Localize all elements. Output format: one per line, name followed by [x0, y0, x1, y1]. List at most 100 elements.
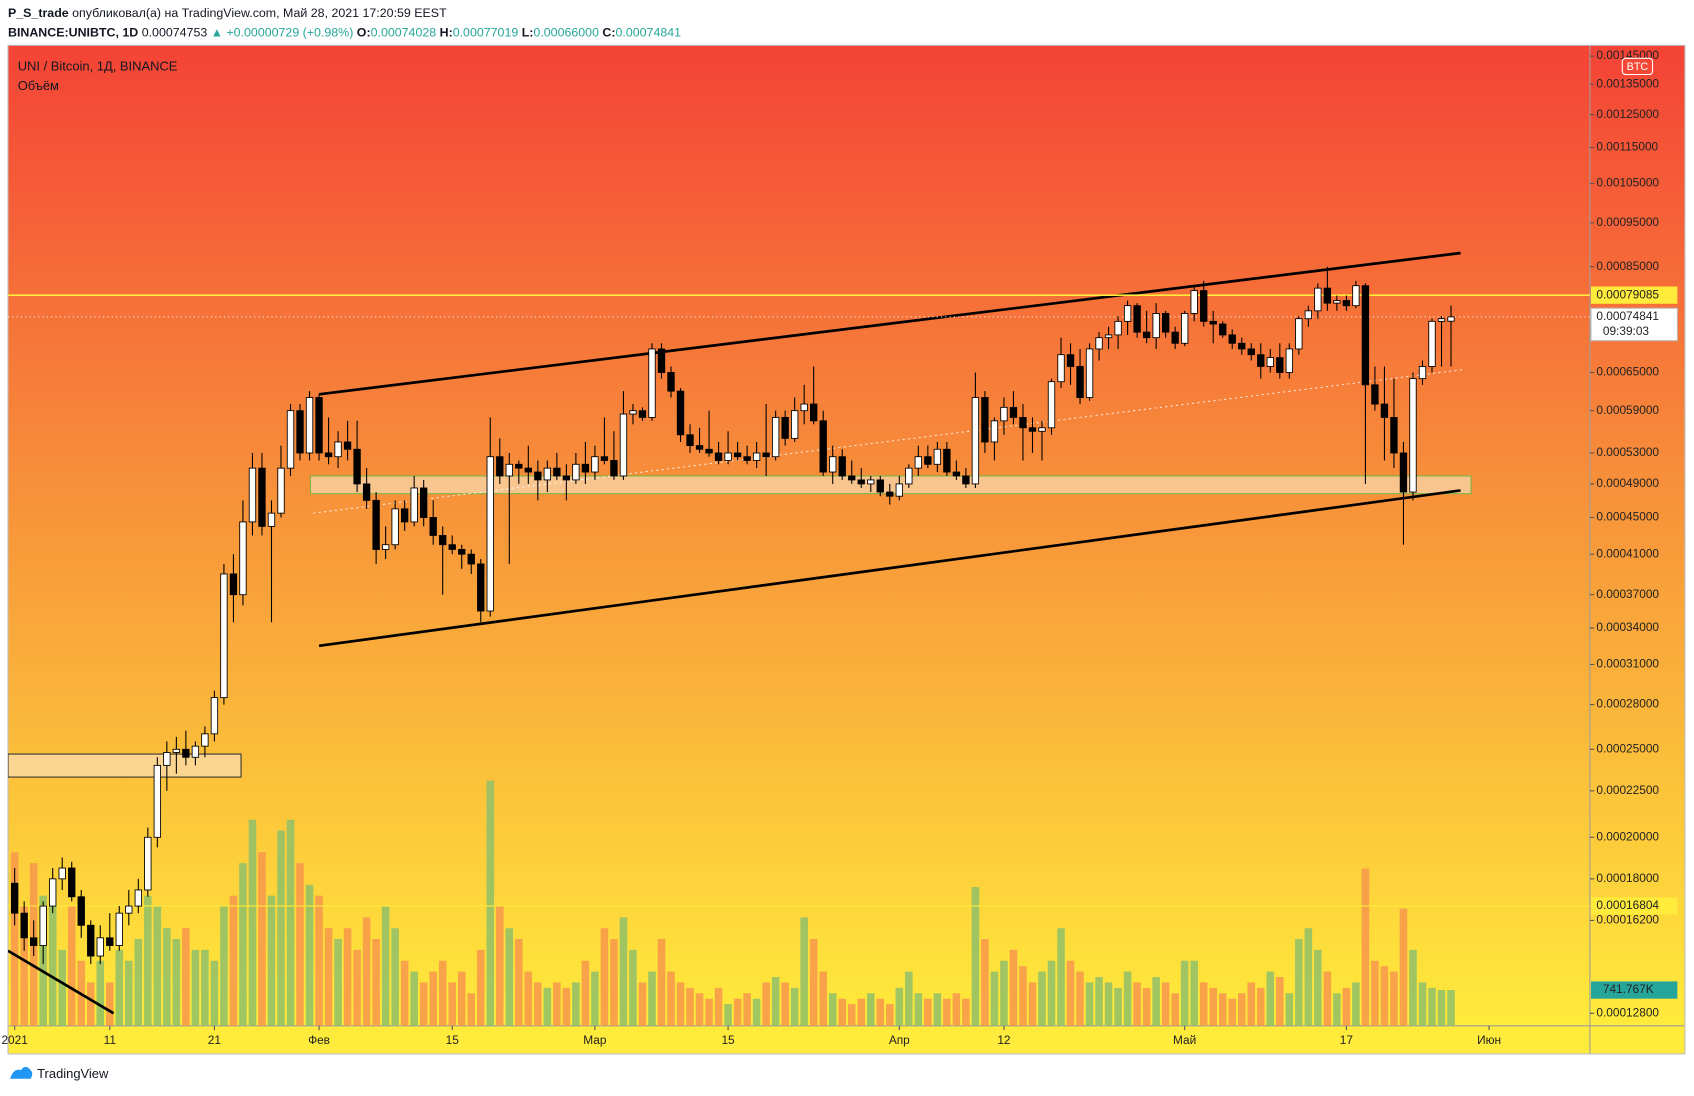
candle-body	[1190, 290, 1198, 314]
candle-body	[1000, 406, 1008, 422]
volume-bar	[1276, 977, 1284, 1026]
candle-body	[781, 416, 789, 439]
candle-body	[1171, 331, 1179, 344]
volume-bar	[391, 928, 399, 1026]
candle-body	[638, 410, 647, 418]
volume-bar	[695, 993, 704, 1026]
candle-body	[353, 448, 361, 485]
volume-bar	[1218, 993, 1227, 1026]
candle-body	[125, 905, 133, 914]
volume-bar	[20, 906, 28, 1026]
volume-bar	[419, 982, 428, 1026]
ohlc-value: 0.00077019	[453, 26, 519, 40]
volume-bar	[847, 1004, 856, 1026]
candle-body	[144, 836, 152, 891]
volume-bar	[619, 917, 628, 1026]
x-tick-label: Фев	[308, 1033, 330, 1047]
candle-body	[933, 448, 942, 465]
currency-badge[interactable]	[1621, 57, 1654, 76]
volume-bar	[1152, 977, 1160, 1026]
candle-body	[1304, 310, 1313, 320]
brand: TradingView	[37, 1066, 109, 1081]
candle-body	[572, 463, 580, 481]
volume-bar	[600, 928, 609, 1026]
volume-bar	[981, 939, 989, 1026]
volume-bar	[895, 987, 904, 1026]
last-price-bg	[1590, 307, 1678, 342]
candle-body	[1295, 318, 1303, 350]
volume-bar	[581, 960, 590, 1026]
candle-body	[733, 452, 742, 458]
volume-bar	[1352, 982, 1360, 1026]
volume-bar	[476, 949, 485, 1026]
candle-body	[534, 471, 542, 481]
candle-body	[667, 372, 675, 392]
volume-bar	[1133, 982, 1141, 1026]
volume-bar	[1371, 960, 1379, 1026]
candle-body	[10, 882, 19, 914]
volume-bar	[952, 993, 961, 1026]
candle-body	[324, 452, 333, 458]
y-tick-label: 0.00059000	[1596, 403, 1659, 417]
volume-bar	[438, 960, 447, 1026]
y-tick-label: 0.00028000	[1596, 697, 1659, 711]
volume-bar	[201, 949, 209, 1026]
candle-body	[391, 508, 399, 546]
volume-bar	[781, 982, 789, 1026]
candle-body	[743, 456, 751, 461]
axes: 0.00012800 0.00016200 0.00018000 0.00020000…	[1, 48, 1678, 1047]
volume-bar	[1161, 982, 1170, 1026]
candle-body	[838, 456, 846, 477]
candle-body	[790, 410, 799, 439]
volume-bar	[543, 987, 552, 1026]
volume-bar	[448, 982, 457, 1026]
candle-body	[210, 697, 219, 735]
volume-bar	[1066, 960, 1075, 1026]
volume-bar	[1190, 960, 1198, 1026]
volume-bar	[96, 960, 105, 1026]
candle-body	[1019, 416, 1027, 429]
candle-body	[315, 397, 323, 454]
candle-body	[857, 479, 865, 485]
candle-body	[1352, 285, 1360, 307]
volume-bar	[372, 939, 380, 1026]
legend-volume: Объём	[18, 78, 59, 93]
candle-body	[229, 573, 238, 596]
candle-body	[163, 752, 171, 766]
volume-bar	[1437, 990, 1446, 1026]
volume-bar	[248, 819, 257, 1026]
candle-body	[1399, 452, 1408, 493]
volume-bar	[1266, 971, 1275, 1026]
volume-bar	[1038, 971, 1046, 1026]
candle-body	[220, 573, 228, 699]
volume-bar	[239, 863, 247, 1026]
volume-bar	[496, 906, 504, 1026]
volume-bar	[410, 971, 418, 1026]
volume-bar	[1380, 966, 1389, 1026]
candle-body	[1390, 416, 1398, 454]
candle-body	[1038, 427, 1046, 432]
countdown: 09:39:03	[1603, 324, 1650, 338]
candle-body	[553, 467, 561, 477]
candle-body	[886, 491, 894, 497]
volume-bar	[362, 917, 371, 1026]
y-tick-label: 0.00018000	[1596, 871, 1659, 885]
header-line-2: BINANCE:UNIBTC, 1D 0.00074753 ▲ +0.00000…	[8, 26, 681, 40]
ohlc-key: L:	[522, 26, 534, 40]
candle-body	[1409, 378, 1417, 493]
volume-bar	[524, 971, 533, 1026]
candle-body	[1314, 287, 1322, 312]
candle-body	[277, 467, 285, 514]
volume-bar	[1142, 987, 1151, 1026]
volume-bar	[400, 960, 409, 1026]
volume-bar	[1285, 993, 1294, 1026]
candle-body	[1209, 320, 1217, 325]
candle-body	[39, 905, 47, 946]
candle-body	[619, 413, 628, 477]
candle-body	[496, 456, 504, 477]
x-tick-label: 21	[208, 1033, 222, 1047]
y-tick-label: 0.00053000	[1596, 445, 1659, 459]
candle-body	[30, 937, 38, 946]
volume-bar	[1076, 971, 1084, 1026]
dotted-line	[313, 368, 1465, 514]
